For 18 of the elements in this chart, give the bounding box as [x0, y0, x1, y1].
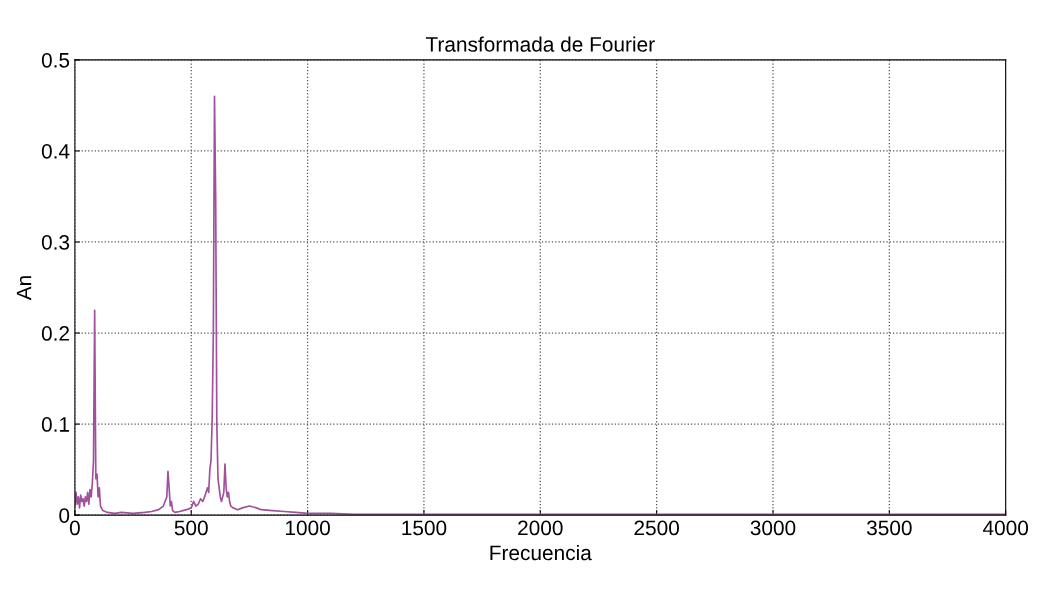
- y-tick-label: 0.4: [41, 143, 70, 159]
- x-tick-label: 1000: [286, 520, 330, 536]
- x-axis-title: Frecuencia: [490, 544, 592, 561]
- y-tick-label: 0.1: [41, 417, 69, 432]
- x-tick-label: 2000: [518, 520, 563, 536]
- y-tick-label: 0: [59, 508, 70, 523]
- chart-title: Transformada de Fourier: [425, 36, 655, 52]
- x-tick-label: 500: [174, 520, 208, 536]
- y-tick-label: 0.2: [41, 326, 69, 341]
- x-tick-label: 3500: [866, 520, 912, 536]
- x-tick-label: 3000: [750, 520, 796, 536]
- y-tick-label: 0.3: [41, 235, 70, 250]
- x-tick-label: 4000: [982, 520, 1029, 536]
- y-axis-title: An: [16, 276, 32, 301]
- x-tick-label: 0: [69, 520, 80, 536]
- y-tick-label: 0.5: [41, 52, 70, 68]
- x-tick-label: 1500: [402, 520, 447, 536]
- x-tick-label: 2500: [634, 520, 679, 536]
